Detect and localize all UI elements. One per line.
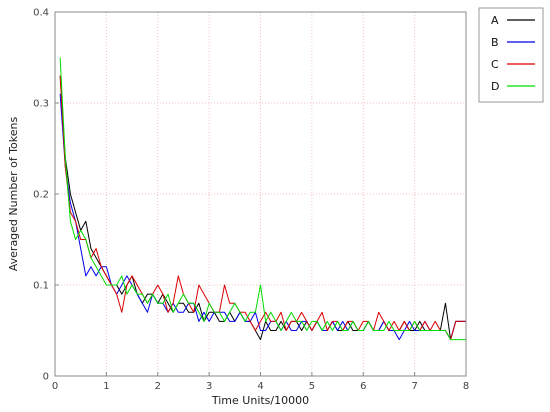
x-tick-label: 2: [155, 381, 161, 392]
legend-label-b: B: [491, 36, 499, 49]
x-tick-label: 0: [52, 381, 58, 392]
y-tick-label: 0: [43, 372, 49, 383]
x-axis-title: Time Units/10000: [211, 394, 309, 407]
series-line-c: [59, 75, 466, 341]
series-line-b: [59, 93, 466, 341]
y-tick-label: 0.4: [33, 8, 49, 19]
x-tick-label: 6: [360, 381, 366, 392]
legend-label-d: D: [491, 80, 499, 93]
legend-label-a: A: [491, 14, 499, 27]
y-tick-label: 0.3: [33, 99, 49, 110]
x-tick-label: 5: [309, 381, 315, 392]
legend-label-c: C: [491, 58, 499, 71]
x-tick-label: 8: [463, 381, 469, 392]
series-layer: [59, 57, 466, 341]
y-axis-title: Averaged Number of Tokens: [7, 117, 20, 272]
series-line-d: [59, 57, 466, 341]
grid-layer: [55, 12, 466, 376]
y-tick-label: 0.2: [33, 190, 49, 201]
x-tick-label: 7: [411, 381, 417, 392]
y-tick-label: 0.1: [33, 281, 49, 292]
x-tick-label: 4: [257, 381, 263, 392]
x-tick-label: 3: [206, 381, 212, 392]
legend-box: [478, 7, 544, 103]
tick-layer: 0 1 2 3 4 5 6 7 8 0 0.1 0.2 0.3 0.4: [33, 8, 469, 393]
x-tick-label: 1: [103, 381, 109, 392]
